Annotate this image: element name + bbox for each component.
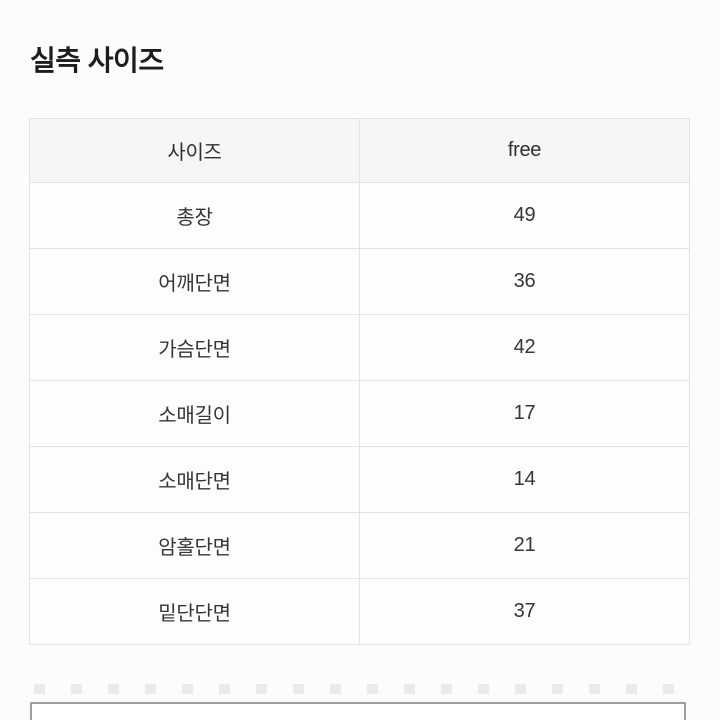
size-table-body: 총장 49 어깨단면 36 가슴단면 42 소매길이 17 소매단면 14 암홀단면 21 밑단단면 37	[29, 182, 690, 645]
size-table-row: 소매단면 14	[29, 446, 690, 513]
measurement-label: 암홀단면	[29, 512, 360, 579]
measurement-value: 37	[359, 578, 690, 645]
size-table-row: 어깨단면 36	[29, 248, 690, 315]
measurement-value: 36	[359, 248, 690, 315]
measurement-value: 14	[359, 446, 690, 513]
next-section-box	[30, 702, 686, 720]
measurement-label: 총장	[29, 182, 360, 249]
measurement-label: 가슴단면	[29, 314, 360, 381]
measurement-label: 어깨단면	[29, 248, 360, 315]
page-title: 실측 사이즈	[30, 45, 164, 76]
size-table-row: 총장 49	[29, 182, 690, 249]
size-table: 사이즈 free 총장 49 어깨단면 36 가슴단면 42 소매길이 17 소매단면 14 암홀단…	[29, 118, 690, 645]
size-table-header-row: 사이즈 free	[29, 118, 690, 183]
size-table-row: 암홀단면 21	[29, 512, 690, 579]
size-column-header: 사이즈	[29, 118, 360, 183]
measurement-label: 소매단면	[29, 446, 360, 513]
measurement-value: 21	[359, 512, 690, 579]
size-table-row: 가슴단면 42	[29, 314, 690, 381]
measurement-label: 밑단단면	[29, 578, 360, 645]
faded-text-remnant	[34, 684, 684, 694]
free-column-header: free	[359, 118, 690, 183]
measurement-value: 49	[359, 182, 690, 249]
measurement-value: 42	[359, 314, 690, 381]
size-table-row: 밑단단면 37	[29, 578, 690, 645]
size-table-row: 소매길이 17	[29, 380, 690, 447]
measurement-label: 소매길이	[29, 380, 360, 447]
measurement-value: 17	[359, 380, 690, 447]
